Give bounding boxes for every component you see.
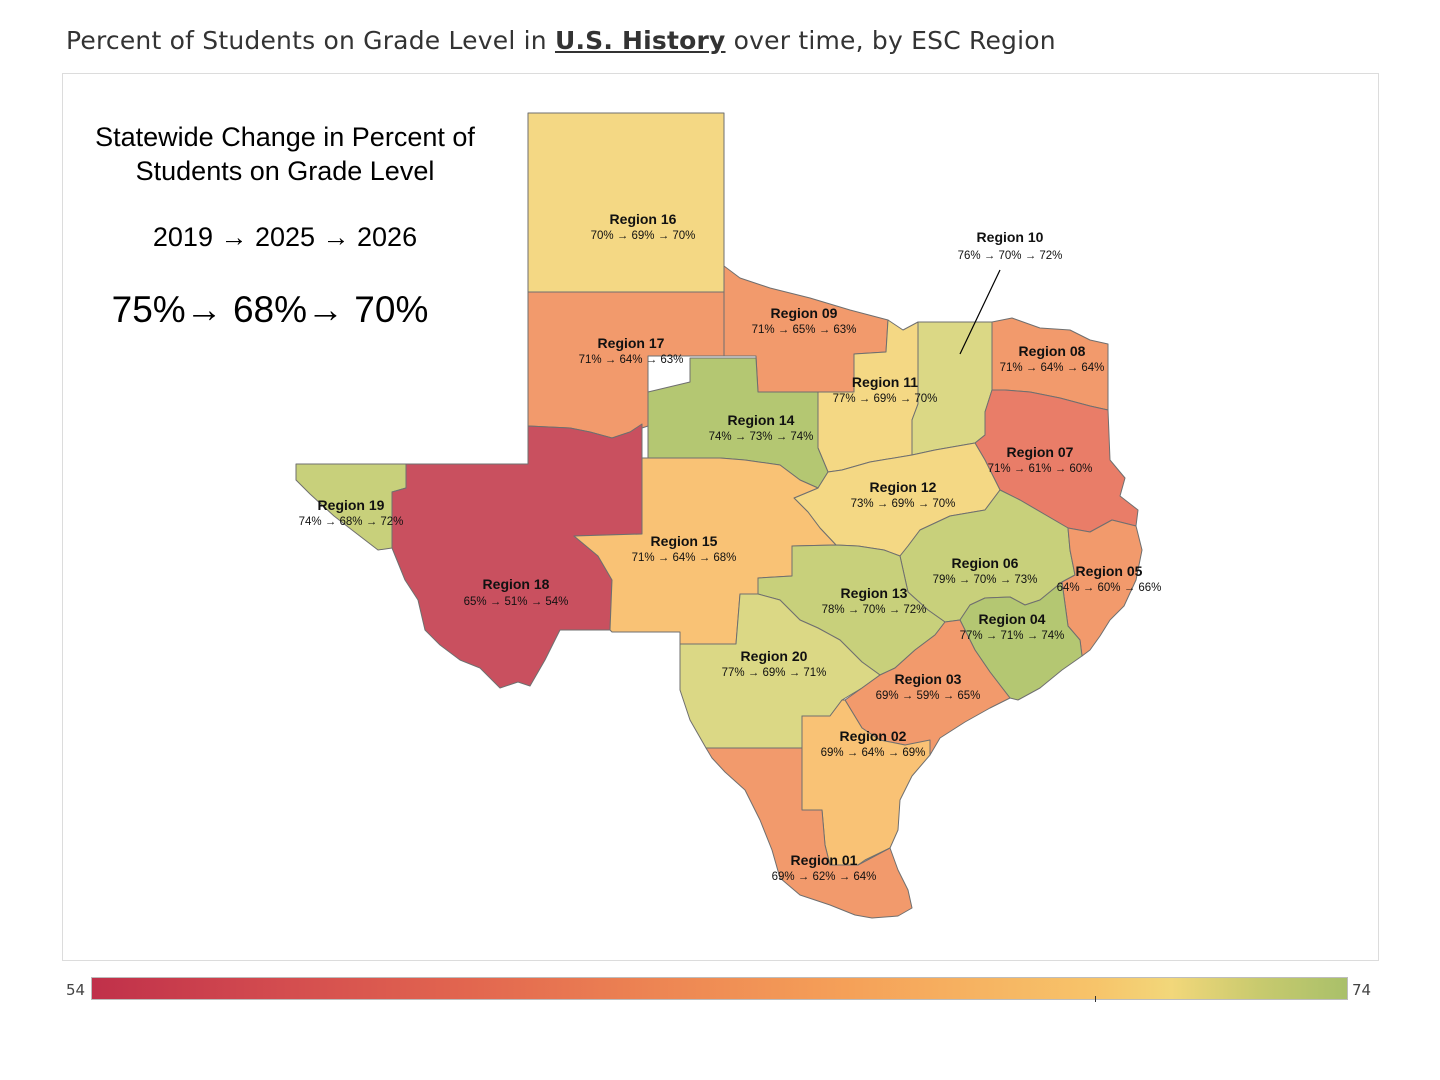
region-10-shape[interactable] bbox=[911, 321, 993, 456]
statewide-heading: Statewide Change in Percent of Students … bbox=[70, 120, 500, 188]
region-11-values: 77% → 69% → 70% bbox=[833, 393, 938, 405]
legend-tick-marker bbox=[1095, 996, 1096, 1002]
region-10-name: Region 10 bbox=[977, 229, 1044, 245]
region-03-values: 69% → 59% → 65% bbox=[876, 690, 981, 702]
region-09-name: Region 09 bbox=[771, 305, 838, 321]
region-18-name: Region 18 bbox=[483, 576, 550, 592]
region-19-values: 74% → 68% → 72% bbox=[299, 516, 404, 528]
page-title: Percent of Students on Grade Level in U.… bbox=[66, 26, 1056, 55]
region-16-shape[interactable] bbox=[527, 112, 725, 293]
title-prefix: Percent of Students on Grade Level in bbox=[66, 26, 555, 55]
region-07-values: 71% → 61% → 60% bbox=[988, 463, 1093, 475]
region-04-name: Region 04 bbox=[979, 611, 1046, 627]
statewide-heading-line1: Statewide Change in Percent of bbox=[95, 122, 475, 152]
region-02-name: Region 02 bbox=[840, 728, 907, 744]
title-subject-link[interactable]: U.S. History bbox=[554, 26, 726, 55]
statewide-values: 75%→ 68%→ 70% bbox=[111, 289, 429, 330]
region-14-values: 74% → 73% → 74% bbox=[709, 431, 814, 443]
region-12-name: Region 12 bbox=[870, 479, 937, 495]
region-shapes bbox=[295, 112, 1143, 919]
region-09-values: 71% → 65% → 63% bbox=[752, 324, 857, 336]
region-18-values: 65% → 51% → 54% bbox=[464, 596, 569, 608]
region-20-name: Region 20 bbox=[741, 648, 808, 664]
region-08-name: Region 08 bbox=[1019, 343, 1086, 359]
region-08-values: 71% → 64% → 64% bbox=[1000, 362, 1105, 374]
region-02-values: 69% → 64% → 69% bbox=[821, 747, 926, 759]
region-14-name: Region 14 bbox=[728, 412, 795, 428]
region-05-values: 64% → 60% → 66% bbox=[1057, 582, 1162, 594]
region-16-name: Region 16 bbox=[610, 211, 677, 227]
region-17-name: Region 17 bbox=[598, 335, 665, 351]
region-15-values: 71% → 64% → 68% bbox=[632, 552, 737, 564]
region-16-values: 70% → 69% → 70% bbox=[591, 230, 696, 242]
region-03-name: Region 03 bbox=[895, 671, 962, 687]
region-13-name: Region 13 bbox=[841, 585, 908, 601]
region-15-name: Region 15 bbox=[651, 533, 718, 549]
legend-min-label: 54 bbox=[66, 981, 86, 999]
region-07-name: Region 07 bbox=[1007, 444, 1074, 460]
region-06-name: Region 06 bbox=[952, 555, 1019, 571]
region-17-values: 71% → 64% → 63% bbox=[579, 354, 684, 366]
region-13-values: 78% → 70% → 72% bbox=[822, 604, 927, 616]
region-10-leader-line bbox=[959, 269, 1001, 355]
title-suffix: over time, by ESC Region bbox=[725, 26, 1056, 55]
region-20-values: 77% → 69% → 71% bbox=[722, 667, 827, 679]
statewide-heading-line2: Students on Grade Level bbox=[135, 156, 435, 186]
region-19-name: Region 19 bbox=[318, 497, 385, 513]
region-01-values: 69% → 62% → 64% bbox=[772, 871, 877, 883]
statewide-years: 2019 → 2025 → 2026 bbox=[152, 222, 418, 252]
region-10-values: 76% → 70% → 72% bbox=[958, 250, 1063, 262]
region-18-shape[interactable] bbox=[391, 423, 643, 689]
region-05-name: Region 05 bbox=[1076, 563, 1143, 579]
legend-max-label: 74 bbox=[1352, 981, 1372, 999]
region-05-shape[interactable] bbox=[1061, 519, 1143, 657]
region-04-values: 77% → 71% → 74% bbox=[960, 630, 1065, 642]
statewide-summary: Statewide Change in Percent of Students … bbox=[70, 120, 500, 331]
region-11-name: Region 11 bbox=[852, 374, 918, 390]
region-12-values: 73% → 69% → 70% bbox=[851, 498, 956, 510]
region-labels: Region 16 70% → 69% → 70% Region 17 71% … bbox=[299, 211, 1162, 883]
region-06-values: 79% → 70% → 73% bbox=[933, 574, 1038, 586]
region-01-shape[interactable] bbox=[705, 747, 913, 919]
color-scale-legend bbox=[91, 977, 1348, 1000]
region-01-name: Region 01 bbox=[791, 852, 858, 868]
